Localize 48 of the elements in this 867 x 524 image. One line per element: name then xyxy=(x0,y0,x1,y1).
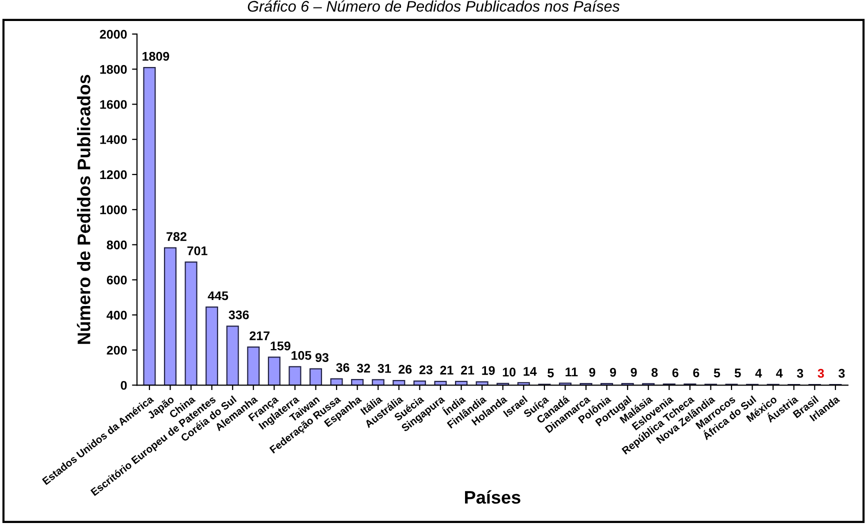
data-label: 6 xyxy=(693,368,700,378)
data-label: 5 xyxy=(734,368,741,378)
chart-title: Gráfico 6 – Número de Pedidos Publicados nos Países xyxy=(248,0,620,12)
data-label: 10 xyxy=(502,368,516,377)
data-label: 23 xyxy=(419,365,432,374)
data-label: 445 xyxy=(208,291,228,300)
x-axis-title: Países xyxy=(465,490,520,504)
data-label: 6 xyxy=(672,368,678,378)
data-label: 36 xyxy=(336,363,350,372)
data-label: 3 xyxy=(838,368,845,378)
y-tick-label: 2000 xyxy=(100,30,127,39)
data-label: 14 xyxy=(524,367,537,376)
data-label: 4 xyxy=(755,368,762,378)
y-tick-label: 1400 xyxy=(100,135,127,144)
data-label: 3 xyxy=(796,368,804,378)
data-label: 159 xyxy=(270,342,290,350)
y-tick-label: 400 xyxy=(106,310,127,320)
data-label: 21 xyxy=(460,366,474,374)
data-label: 5 xyxy=(548,368,554,378)
data-label: 19 xyxy=(482,366,495,375)
data-label: 32 xyxy=(356,364,370,373)
data-label: 9 xyxy=(589,368,596,377)
y-tick-label: 1200 xyxy=(100,170,127,180)
y-tick-label: 1600 xyxy=(100,100,127,109)
data-label: 9 xyxy=(630,368,637,377)
data-label: 782 xyxy=(166,232,186,242)
data-label: 26 xyxy=(398,364,412,374)
data-label: 9 xyxy=(610,368,616,377)
data-label: 31 xyxy=(378,364,391,373)
y-tick-label: 200 xyxy=(106,346,127,355)
data-label: 93 xyxy=(315,353,328,362)
y-tick-label: 1000 xyxy=(100,205,127,214)
y-tick-label: 1800 xyxy=(100,64,127,74)
data-label: 336 xyxy=(228,310,249,320)
y-tick-label: 800 xyxy=(106,240,127,250)
data-label: 105 xyxy=(292,351,312,360)
y-tick-label: 0 xyxy=(120,380,127,390)
data-label: 701 xyxy=(187,246,208,256)
y-axis-title: Número de Pedidos Publicados xyxy=(76,74,90,344)
data-label: 5 xyxy=(714,368,720,378)
data-label: 4 xyxy=(776,368,783,378)
data-label: 3 xyxy=(818,368,824,378)
data-label: 21 xyxy=(440,366,454,374)
data-label: 8 xyxy=(652,368,658,377)
data-label: 11 xyxy=(566,368,578,376)
data-label: 1809 xyxy=(142,52,170,61)
y-tick-label: 600 xyxy=(106,276,127,284)
data-label: 217 xyxy=(250,331,270,340)
